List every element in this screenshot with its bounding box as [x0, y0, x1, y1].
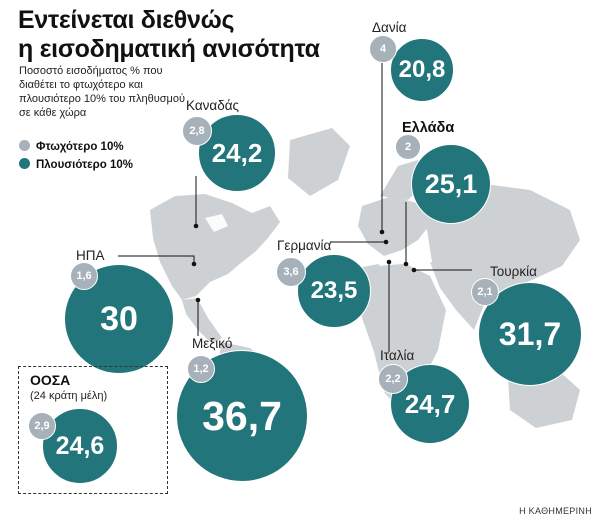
publisher-credit: Η ΚΑΘΗΜΕΡΙΝΗ	[519, 506, 592, 516]
country-label-greece: Ελλάδα	[402, 120, 455, 136]
bubble-poorest-greece: 2	[395, 134, 421, 160]
legend-poorest-label: Φτωχότερο 10%	[36, 141, 124, 153]
bubble-poorest-mexico: 1,2	[187, 355, 215, 383]
legend-poorest-swatch-icon	[19, 140, 30, 151]
bubble-poorest-denmark: 4	[369, 35, 397, 63]
country-label-mexico: Μεξικό	[192, 336, 233, 351]
bubble-richest-greece: 25,1	[411, 144, 491, 224]
bubble-poorest-usa: 1,6	[70, 262, 98, 290]
bubble-poorest-italy: 2,2	[378, 364, 408, 394]
legend-richest: Πλουσιότερο 10%	[19, 158, 133, 171]
oecd-title: ΟΟΣΑ	[30, 372, 71, 388]
country-label-turkey: Τουρκία	[490, 264, 537, 279]
legend-richest-swatch-icon	[19, 158, 30, 169]
oecd-box	[18, 366, 168, 494]
page-title: Εντείνεται διεθνώς η εισοδηματική ανισότ…	[18, 6, 320, 64]
country-label-canada: Καναδάς	[186, 98, 240, 113]
bubble-richest-usa: 30	[64, 264, 174, 374]
country-label-italy: Ιταλία	[380, 348, 415, 363]
subtitle: Ποσοστό εισοδήματος % που διαθέτει το φτ…	[19, 65, 185, 119]
bubble-poorest-germany: 3,6	[276, 257, 306, 287]
title-line-2: η εισοδηματική ανισότητα	[18, 35, 320, 63]
country-label-denmark: Δανία	[372, 20, 407, 35]
bubble-richest-mexico: 36,7	[176, 350, 308, 482]
bubble-richest-italy: 24,7	[390, 364, 470, 444]
bubble-poorest-turkey: 2,1	[471, 278, 499, 306]
oecd-members: (24 κράτη μέλη)	[30, 390, 108, 402]
bubble-richest-denmark: 20,8	[390, 38, 454, 102]
bubble-poorest-oecd: 2,9	[28, 412, 56, 440]
title-line-1: Εντείνεται διεθνώς	[18, 6, 235, 34]
legend-richest-label: Πλουσιότερο 10%	[36, 159, 133, 171]
bubble-poorest-canada: 2,8	[182, 116, 212, 146]
legend-poorest: Φτωχότερο 10%	[19, 140, 124, 153]
bubble-richest-germany: 23,5	[297, 254, 371, 328]
country-label-usa: ΗΠΑ	[76, 248, 105, 263]
country-label-germany: Γερμανία	[277, 238, 332, 253]
